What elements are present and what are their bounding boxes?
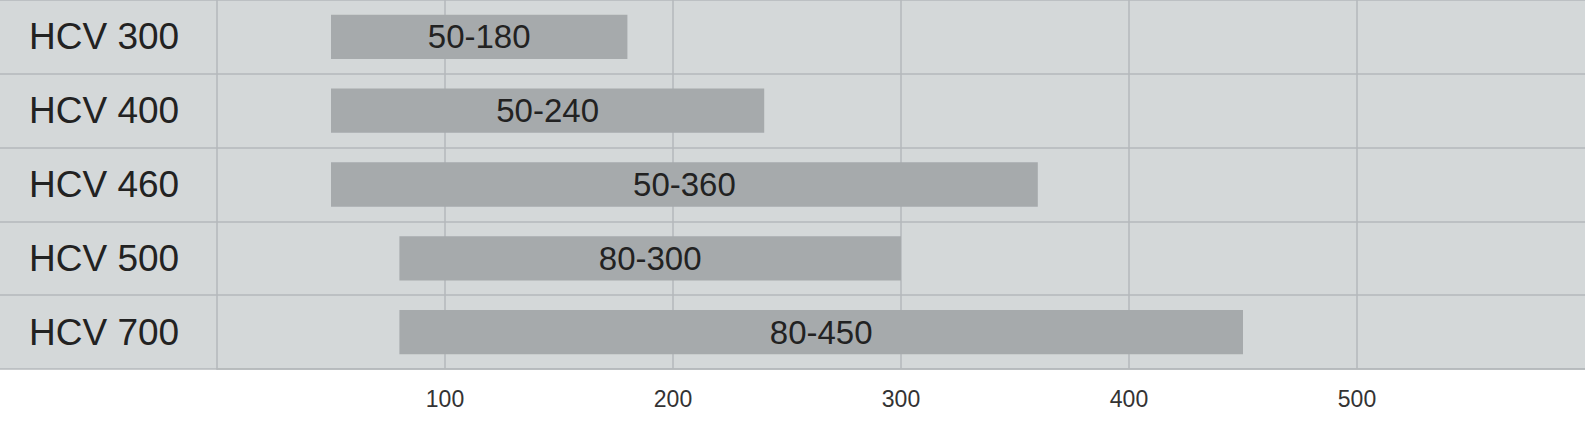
svg-text:HCV 500: HCV 500 bbox=[29, 238, 179, 279]
svg-text:HCV 400: HCV 400 bbox=[29, 90, 179, 131]
svg-text:100: 100 bbox=[426, 386, 464, 412]
svg-text:80-450: 80-450 bbox=[770, 314, 873, 351]
svg-text:300: 300 bbox=[882, 386, 920, 412]
svg-text:HCV 460: HCV 460 bbox=[29, 164, 179, 205]
svg-text:400: 400 bbox=[1110, 386, 1148, 412]
svg-text:HCV 300: HCV 300 bbox=[29, 16, 179, 57]
svg-text:HCV 700: HCV 700 bbox=[29, 312, 179, 353]
svg-text:200: 200 bbox=[654, 386, 692, 412]
svg-text:50-360: 50-360 bbox=[633, 166, 736, 203]
svg-text:50-180: 50-180 bbox=[428, 18, 531, 55]
svg-text:80-300: 80-300 bbox=[599, 240, 702, 277]
svg-text:500: 500 bbox=[1338, 386, 1376, 412]
svg-text:50-240: 50-240 bbox=[496, 92, 599, 129]
